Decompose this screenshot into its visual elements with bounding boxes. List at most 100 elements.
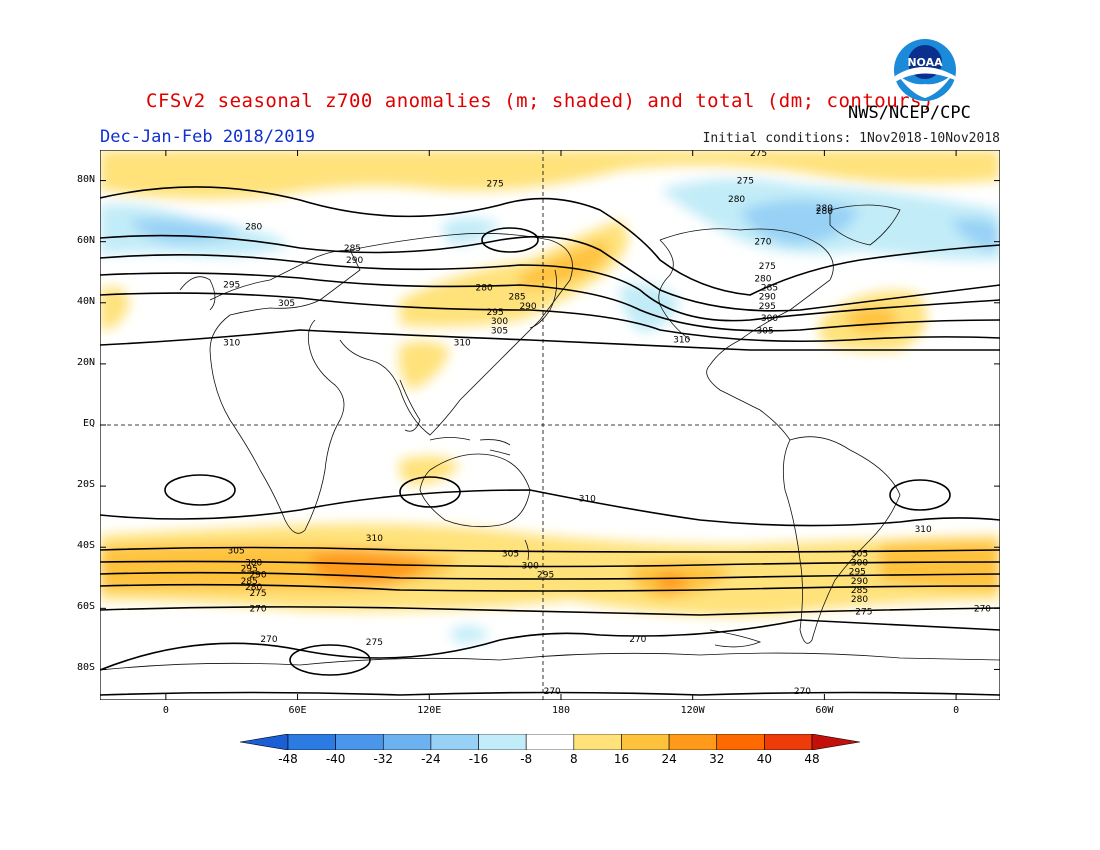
colorbar-label: 32 [709,752,725,766]
lat-tick-label: 60S [76,601,95,613]
contour-label: 310 [579,494,596,504]
initial-conditions: Initial conditions: 1Nov2018-10Nov2018 [702,131,1000,146]
contour-label: 300 [522,562,539,572]
noaa-logo-text: NOAA [907,56,943,69]
agency-label: NWS/NCEP/CPC [848,103,971,123]
lon-tick-label: 120W [680,705,705,716]
contour-label: 305 [491,326,508,336]
contour-label: 285 [761,284,778,294]
contour-labels: 2752802752802802752802852902953053102802… [223,150,991,697]
contour-label: 275 [750,150,767,159]
lat-tick-label: 40S [76,540,95,552]
contour-label: 280 [245,222,262,232]
contour-label: 290 [851,577,868,587]
colorbar-label: 16 [613,752,630,766]
contour-label: 285 [508,293,525,303]
contour-label: 290 [346,256,363,266]
colorbar [240,734,860,750]
lon-tick-label: 120E [417,705,442,716]
colorbar-label: -16 [468,752,489,766]
noaa-logo-icon: NOAA [894,39,956,101]
contour-label: 280 [816,204,833,214]
colorbar-swatch [621,734,670,750]
contour-label: 275 [855,607,872,617]
contour-label: 300 [245,559,262,569]
contour-label: 280 [851,595,868,605]
contour-label: 310 [223,339,240,349]
contour-label: 270 [794,687,811,697]
lat-tick-label: 40N [76,295,95,307]
lat-tick-label: 80S [76,662,95,674]
lon-tick-label: 0 [953,705,960,716]
colorbar-label: 40 [756,752,772,766]
colorbar-swatch [668,734,718,750]
contour-label: 290 [519,302,536,312]
contour-label: 275 [737,177,754,187]
colorbar-swatch [573,734,622,750]
lon-tick-label: 0 [162,705,169,716]
coastlines [100,204,1000,671]
contour-label: 280 [816,207,833,217]
contour-label: 285 [241,577,258,587]
contour-label: 270 [544,687,561,697]
contour-label: 305 [228,546,245,556]
contour-label: 280 [728,195,745,205]
lon-tick-label: 180 [551,705,570,716]
colorbar-swatch [430,734,479,750]
contour-label: 295 [487,308,504,318]
contour-label: 270 [629,635,646,645]
colorbar-swatch [287,734,336,750]
contour-label: 295 [223,280,240,290]
contour-label: 270 [974,604,991,614]
anomaly-map: 2752802752802802752802852902953053102802… [100,150,1000,700]
contour-label: 270 [754,238,771,248]
contour-label: 305 [757,326,774,336]
lon-tick-label: 60W [815,705,834,716]
contour-label: 300 [491,317,508,327]
lat-tick-label: EQ [82,418,95,429]
lat-tick-label: 20S [76,479,95,491]
contour-label: 280 [754,274,771,284]
colorbar-label: 48 [804,752,820,766]
height-contours [100,186,1000,696]
contour-label: 290 [249,571,266,581]
forecast-period: Dec-Jan-Feb 2018/2019 [100,127,315,147]
colorbar-swatch [525,734,575,750]
contour-label: 275 [759,262,776,272]
colorbar-label: 24 [661,752,677,766]
contour-label: 290 [759,293,776,303]
colorbar-label: 8 [569,752,578,766]
contour-label: 295 [759,302,776,312]
contour-label: 295 [537,571,554,581]
contour-label: 280 [245,583,262,593]
contour-label: 270 [260,635,277,645]
colorbar-swatch [478,734,527,750]
contour-label: 285 [344,244,361,254]
contour-label: 300 [851,559,868,569]
contour-label: 305 [278,299,295,309]
colorbar-swatch [382,734,432,750]
lon-tick-label: 60E [288,705,307,716]
contour-label: 275 [249,589,266,599]
colorbar-swatch [335,734,384,750]
colorbar-label: -40 [325,752,346,766]
contour-label: 270 [249,604,266,614]
contour-label: 310 [454,339,471,349]
colorbar-label: -32 [373,752,394,766]
contour-label: 300 [761,314,778,324]
contour-label: 305 [851,549,868,559]
contour-label: 310 [673,335,690,345]
lat-tick-label: 20N [76,356,95,368]
colorbar-label: -24 [421,752,441,766]
contour-label: 310 [915,525,932,535]
contour-label: 310 [366,534,383,544]
lat-tick-label: 60N [76,234,95,246]
map-title: CFSv2 seasonal z700 anomalies (m; shaded… [146,90,934,112]
colorbar-swatch [764,734,813,750]
colorbar-max-arrow [811,734,860,750]
contour-label: 295 [241,565,258,575]
contour-label: 295 [849,568,866,578]
contour-label: 275 [366,638,383,648]
contour-label: 275 [487,180,504,190]
contour-label: 280 [476,284,493,294]
